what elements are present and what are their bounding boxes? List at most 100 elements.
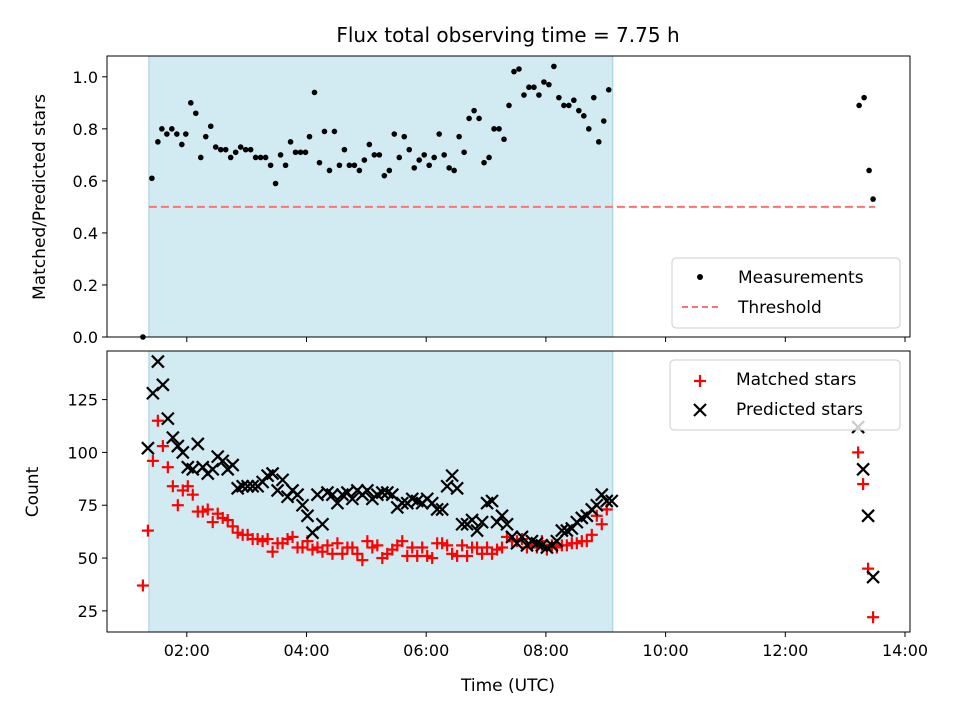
measurement-point: [164, 131, 170, 137]
measurement-point: [149, 175, 155, 182]
measurement-point: [516, 66, 522, 72]
measurement-point: [456, 133, 462, 140]
bottom-legend: Matched stars Predicted stars: [669, 359, 901, 431]
measurement-point: [316, 159, 323, 166]
predicted-star-point: [550, 534, 564, 548]
measurement-point: [306, 133, 313, 140]
predicted-star-point: [156, 378, 170, 392]
measurement-point: [506, 102, 512, 109]
matched-star-point: [331, 537, 344, 550]
predicted-star-point: [590, 498, 604, 513]
x-tick-label: 08:00: [523, 641, 569, 660]
measurement-point: [870, 196, 876, 202]
x-tick-label: 04:00: [283, 641, 329, 660]
measurement-point: [546, 81, 552, 88]
matched-star-point: [266, 545, 279, 558]
matched-star-point: [371, 539, 384, 552]
x-axis-label: Time (UTC): [460, 676, 555, 696]
matched-star-point: [867, 611, 880, 624]
predicted-star-point: [186, 462, 200, 477]
measurement-point: [386, 167, 393, 174]
measurement-point: [471, 107, 477, 114]
measurement-point: [192, 110, 199, 117]
measurement-point: [436, 131, 442, 137]
bottom-panel: 25 50 75 100 125 02:00 04:00 06:00 08:00 10:00 12…: [23, 350, 928, 696]
measurement-point: [496, 126, 502, 132]
predicted-star-point: [395, 496, 410, 510]
legend-matched: Matched stars: [736, 370, 856, 390]
y-tick-label: 75: [78, 496, 98, 515]
measurement-point: [227, 154, 234, 161]
measurement-point: [326, 167, 333, 174]
x-tick-label: 10:00: [643, 641, 689, 660]
measurement-point: [481, 159, 487, 166]
measurement-point: [331, 128, 338, 135]
bottom-y-axis: 25 50 75 100 125: [67, 391, 107, 621]
predicted-star-point: [495, 509, 509, 523]
predicted-star-point: [555, 523, 569, 538]
measurement-point: [866, 167, 872, 174]
matched-star-point: [356, 554, 369, 567]
y-tick-label: 0.2: [73, 276, 98, 295]
predicted-star-point: [485, 494, 499, 508]
measurement-point: [461, 149, 467, 156]
bottom-plot-frame: [106, 350, 911, 633]
predicted-star-point: [151, 354, 165, 369]
legend-predicted: Predicted stars: [736, 400, 863, 420]
measurement-point: [247, 146, 254, 153]
measurement-point: [232, 149, 239, 156]
predicted-star-point: [856, 462, 870, 477]
measurement-point: [376, 152, 383, 158]
measurement-point: [311, 89, 318, 96]
measurement-point: [401, 133, 408, 140]
matched-star-point: [151, 414, 164, 427]
matched-star-point: [221, 514, 234, 527]
measurement-point: [277, 152, 284, 158]
shaded-region: [148, 55, 614, 338]
measurement-point: [174, 131, 180, 137]
top-legend: Measurements Threshold: [671, 257, 901, 329]
predicted-star-point: [265, 466, 280, 481]
measurement-point: [526, 84, 532, 91]
matched-star-point: [585, 528, 598, 541]
top-x-axis: [186, 337, 906, 342]
matched-star-point: [316, 545, 329, 558]
x-tick-label: 06:00: [403, 641, 449, 660]
predicted-star-point: [435, 502, 449, 517]
measurement-point: [511, 68, 517, 75]
matched-star-point: [261, 533, 274, 546]
predicted-star-point: [455, 517, 469, 532]
measurement-point: [267, 162, 274, 169]
x-tick-label: 12:00: [762, 641, 808, 660]
matched-star-point: [156, 440, 169, 453]
measurement-point: [237, 144, 244, 150]
matched-star-point: [346, 541, 359, 554]
predicted-star-point: [275, 473, 290, 487]
measurement-point: [222, 146, 229, 153]
measurement-legend-marker: [697, 274, 703, 280]
measurement-point: [371, 152, 378, 158]
star-count-points: [136, 354, 880, 624]
y-tick-label: 0.0: [73, 328, 98, 347]
matched-star-point: [441, 539, 454, 552]
measurement-point: [361, 157, 368, 163]
y-tick-label: 50: [78, 549, 98, 568]
predicted-star-point: [295, 498, 310, 513]
predicted-star-point: [465, 513, 479, 527]
measurement-point: [187, 100, 194, 106]
measurement-point: [590, 94, 597, 101]
predicted-star-point: [866, 570, 880, 584]
top-panel: 0.0 0.2 0.4 0.6 0.8 1.0 Matched/Predicted sta…: [30, 55, 911, 347]
matched-star-point: [286, 530, 299, 543]
measurement-point: [446, 165, 452, 171]
measurement-point: [856, 102, 862, 109]
predicted-star-point: [245, 479, 260, 493]
measurement-point: [605, 87, 612, 93]
measurement-point: [421, 152, 428, 158]
measurement-point: [406, 146, 413, 153]
measurement-point: [536, 92, 542, 98]
y-tick-label: 0.4: [73, 224, 98, 243]
predicted-star-point: [190, 437, 205, 451]
measurement-point: [159, 126, 165, 132]
matched-star-point: [161, 461, 174, 474]
